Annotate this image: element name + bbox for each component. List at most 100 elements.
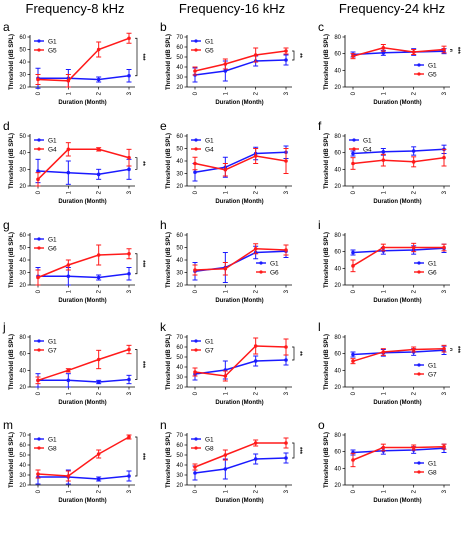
y-tick-label: 70 xyxy=(176,335,183,341)
legend-marker xyxy=(194,446,198,450)
column-title-24khz: Frequency-24 kHz xyxy=(339,1,445,16)
y-axis-label: Threshold (dB SPL) xyxy=(9,34,15,90)
y-tick-label: 40 xyxy=(19,60,26,66)
y-axis-label: Threshold (dB SPL) xyxy=(166,232,172,288)
y-tick-label: 20 xyxy=(19,483,26,489)
data-point xyxy=(223,374,228,378)
legend-marker xyxy=(417,461,421,465)
data-point xyxy=(381,445,386,450)
x-tick-label: 1 xyxy=(223,91,229,95)
legend-label: G1 xyxy=(48,38,57,45)
y-tick-label: 60 xyxy=(334,450,341,456)
series-G7 xyxy=(350,344,447,365)
panel-letter: i xyxy=(318,218,321,232)
y-tick-label: 60 xyxy=(176,233,183,239)
panel-e: e 20 30 40 50 60 0 1 2 3 Duration (Month) Threshold… xyxy=(160,119,292,205)
data-point xyxy=(127,435,131,439)
data-point xyxy=(351,151,355,156)
x-tick-label: 2 xyxy=(412,391,418,395)
x-tick-label: 3 xyxy=(442,391,448,395)
x-tick-label: 0 xyxy=(351,391,357,395)
x-tick-label: 3 xyxy=(127,391,133,395)
y-tick-label: 20 xyxy=(176,85,183,91)
panel-f: f 20 40 60 80 0 1 2 3 Duration (Month) Threshold (… xyxy=(318,119,450,205)
series-line xyxy=(38,475,130,480)
legend-marker xyxy=(417,261,421,265)
y-axis-label: Threshold (dB SPL) xyxy=(9,133,15,189)
y-tick-label: 30 xyxy=(19,167,26,173)
x-tick-label: 1 xyxy=(66,190,72,194)
panel-letter: f xyxy=(318,119,322,133)
data-point xyxy=(66,263,71,267)
y-tick-label: 70 xyxy=(176,433,183,439)
y-tick-label: 40 xyxy=(19,151,26,157)
series-line xyxy=(37,348,130,382)
x-tick-label: 3 xyxy=(442,190,448,194)
legend-label: G7 xyxy=(205,347,214,354)
y-tick-label: 60 xyxy=(334,151,341,157)
legend-marker xyxy=(37,446,41,450)
series-line xyxy=(37,436,130,477)
x-tick-label: 1 xyxy=(66,289,72,293)
series-G1 xyxy=(192,452,289,481)
series-line xyxy=(194,155,287,171)
legend-label: G1 xyxy=(428,260,437,267)
significance-bracket xyxy=(292,346,295,361)
series-G6 xyxy=(350,242,447,273)
data-point xyxy=(223,453,228,457)
y-tick-label: 80 xyxy=(334,35,341,41)
significance-bracket xyxy=(135,436,138,477)
legend-marker xyxy=(417,72,421,76)
data-point xyxy=(127,377,131,382)
panel-letter: e xyxy=(160,119,167,133)
series-line xyxy=(194,345,287,377)
legend-label: G1 xyxy=(205,137,214,144)
panel-i: i 20 40 60 80 0 1 2 3 Duration (Month) Threshold (… xyxy=(318,218,450,304)
data-point xyxy=(96,452,101,456)
significance-bracket xyxy=(450,49,453,52)
x-tick-label: 1 xyxy=(223,289,229,293)
y-axis-label: Threshold (dB SPL) xyxy=(324,232,330,288)
data-point xyxy=(96,77,101,82)
y-tick-label: 40 xyxy=(19,368,26,374)
legend-label: G7 xyxy=(48,347,57,354)
legend-label: G1 xyxy=(270,260,279,267)
x-tick-label: 0 xyxy=(193,190,199,194)
y-tick-label: 30 xyxy=(176,75,183,81)
legend-marker xyxy=(352,138,356,142)
y-tick-label: 20 xyxy=(334,184,341,190)
series-G1 xyxy=(350,243,447,256)
y-tick-label: 30 xyxy=(176,271,183,277)
x-tick-label: 1 xyxy=(223,489,229,493)
series-line xyxy=(352,50,445,56)
y-tick-label: 20 xyxy=(176,283,183,289)
data-point xyxy=(66,147,71,152)
y-tick-label: 30 xyxy=(19,271,26,277)
x-axis-label: Duration (Month) xyxy=(373,498,421,504)
data-point xyxy=(127,474,131,478)
panel-letter: j xyxy=(2,320,6,334)
legend-marker xyxy=(37,339,41,343)
data-point xyxy=(411,149,416,153)
y-tick-label: 50 xyxy=(19,48,26,54)
legend-marker xyxy=(417,63,421,67)
legend-label: G1 xyxy=(48,338,57,345)
series-line xyxy=(352,247,445,254)
column-title-8khz: Frequency-8 kHz xyxy=(26,1,125,16)
y-tick-label: 20 xyxy=(19,385,26,391)
series-G6 xyxy=(35,244,132,286)
legend-marker xyxy=(37,138,41,142)
legend-label: G4 xyxy=(363,146,372,153)
x-tick-label: 3 xyxy=(284,190,290,194)
x-axis-label: Duration (Month) xyxy=(215,100,263,106)
legend-marker xyxy=(37,147,41,151)
y-tick-label: 20 xyxy=(334,483,341,489)
legend-marker xyxy=(37,246,41,250)
y-tick-label: 20 xyxy=(176,385,183,391)
y-tick-label: 60 xyxy=(176,345,183,351)
data-point xyxy=(127,347,131,352)
data-point xyxy=(284,248,288,252)
x-axis-label: Duration (Month) xyxy=(58,400,106,406)
y-tick-label: 80 xyxy=(19,335,26,341)
